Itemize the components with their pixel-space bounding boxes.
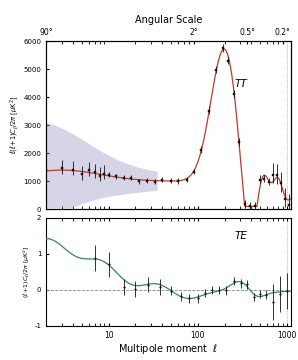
Text: TT: TT — [234, 79, 247, 89]
Y-axis label: $\ell(\ell\!+\!1)C_\ell/2\pi\ [\mu\mathrm{K}^2]$: $\ell(\ell\!+\!1)C_\ell/2\pi\ [\mu\mathr… — [8, 96, 21, 154]
Text: TE: TE — [234, 231, 247, 241]
Y-axis label: $(\ell\!+\!1)C_\ell/2\pi\ [\mu\mathrm{K}^2]$: $(\ell\!+\!1)C_\ell/2\pi\ [\mu\mathrm{K}… — [21, 246, 32, 298]
X-axis label: Angular Scale: Angular Scale — [135, 15, 202, 25]
X-axis label: Multipole moment  $\ell$: Multipole moment $\ell$ — [118, 342, 218, 356]
